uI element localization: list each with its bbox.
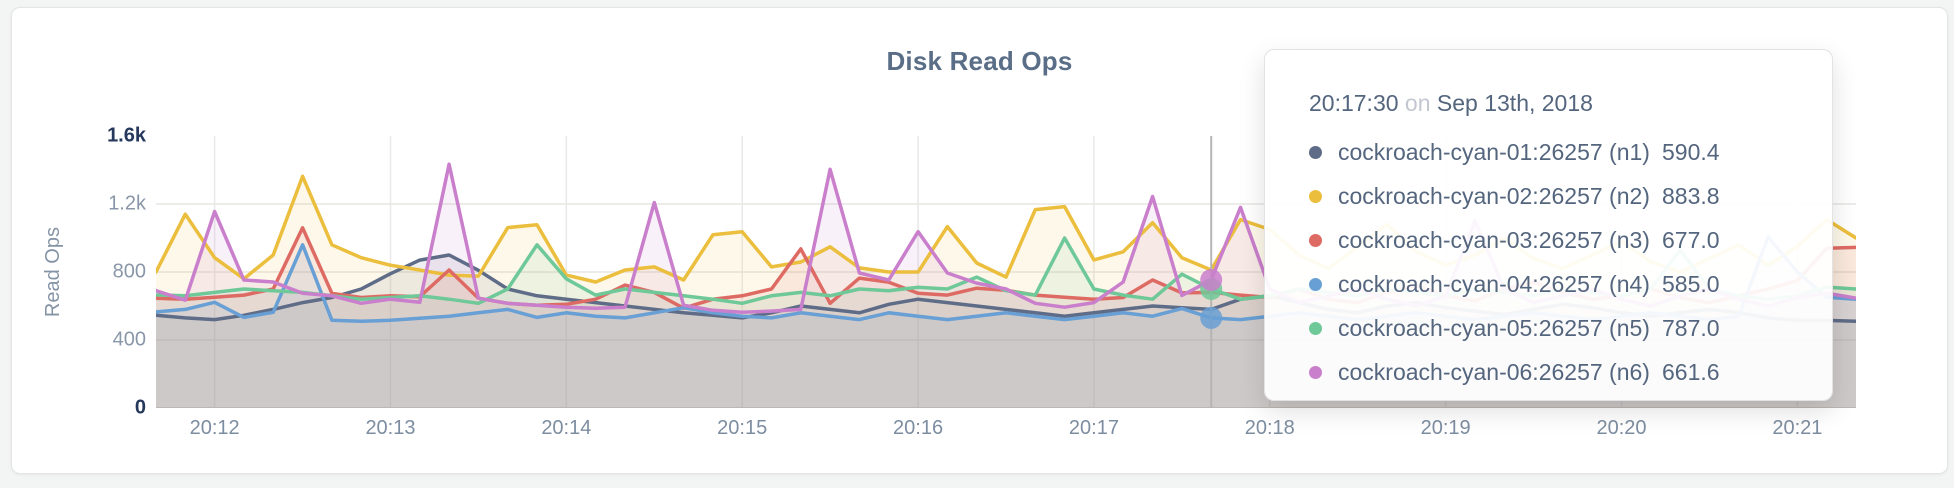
series-name: cockroach-cyan-05:26257 (n5) bbox=[1338, 314, 1650, 341]
tooltip-row: cockroach-cyan-03:26257 (n3) 677.0 bbox=[1309, 218, 1802, 262]
tooltip-date: Sep 13th, 2018 bbox=[1436, 90, 1593, 116]
tooltip-row: cockroach-cyan-01:26257 (n1) 590.4 bbox=[1309, 130, 1802, 174]
x-tick-label: 20:13 bbox=[365, 417, 416, 439]
tooltip-row: cockroach-cyan-02:26257 (n2) 883.8 bbox=[1309, 174, 1802, 218]
y-tick-label: 400 bbox=[112, 328, 146, 351]
tooltip-row: cockroach-cyan-06:26257 (n6) 661.6 bbox=[1309, 350, 1802, 394]
series-value: 883.8 bbox=[1662, 182, 1720, 209]
series-value: 585.0 bbox=[1662, 270, 1720, 297]
x-axis-ticks: 20:12 20:13 20:14 20:15 20:16 20:17 20:18 20:19… bbox=[156, 417, 1856, 445]
x-tick-label: 20:20 bbox=[1596, 417, 1647, 439]
tooltip-rows: cockroach-cyan-01:26257 (n1) 590.4 cockroa… bbox=[1309, 130, 1802, 394]
tooltip-row: cockroach-cyan-04:26257 (n4) 585.0 bbox=[1309, 262, 1802, 306]
series-color-dot-icon bbox=[1309, 233, 1322, 247]
tooltip-on-label: on bbox=[1404, 90, 1431, 116]
series-color-dot-icon bbox=[1309, 277, 1322, 291]
series-name: cockroach-cyan-04:26257 (n4) bbox=[1338, 270, 1650, 297]
series-value: 590.4 bbox=[1662, 138, 1720, 165]
x-tick-label: 20:14 bbox=[541, 417, 592, 439]
x-tick-label: 20:17 bbox=[1068, 417, 1119, 439]
x-tick-label: 20:16 bbox=[893, 417, 944, 439]
tooltip-row: cockroach-cyan-05:26257 (n5) 787.0 bbox=[1309, 306, 1802, 350]
x-tick-label: 20:15 bbox=[717, 417, 768, 439]
y-tick-label: 800 bbox=[112, 260, 146, 283]
tooltip-header: 20:17:30 on Sep 13th, 2018 bbox=[1309, 90, 1802, 117]
series-value: 677.0 bbox=[1662, 226, 1720, 253]
x-tick-label: 20:19 bbox=[1420, 417, 1471, 439]
y-tick-label: 1.6k bbox=[107, 124, 146, 147]
series-color-dot-icon bbox=[1309, 365, 1322, 379]
x-tick-label: 20:18 bbox=[1244, 417, 1295, 439]
y-axis-ticks: 0 400 800 1.2k 1.6k bbox=[12, 125, 146, 419]
series-value: 787.0 bbox=[1662, 314, 1720, 341]
x-tick-label: 20:12 bbox=[189, 417, 240, 439]
series-value: 661.6 bbox=[1662, 358, 1720, 385]
y-tick-label: 1.2k bbox=[108, 192, 146, 215]
series-color-dot-icon bbox=[1309, 189, 1322, 203]
y-tick-label: 0 bbox=[134, 396, 146, 419]
series-name: cockroach-cyan-01:26257 (n1) bbox=[1338, 138, 1650, 165]
series-color-dot-icon bbox=[1309, 145, 1322, 159]
x-tick-label: 20:21 bbox=[1772, 417, 1823, 439]
tooltip-time: 20:17:30 bbox=[1309, 90, 1399, 116]
series-name: cockroach-cyan-06:26257 (n6) bbox=[1338, 358, 1650, 385]
series-name: cockroach-cyan-03:26257 (n3) bbox=[1338, 226, 1650, 253]
chart-card: Disk Read Ops Read Ops 0 400 800 1.2k 1.6k 2… bbox=[11, 7, 1948, 474]
chart-title: Disk Read Ops bbox=[886, 46, 1073, 76]
chart-tooltip: 20:17:30 on Sep 13th, 2018 cockroach-cya… bbox=[1264, 49, 1833, 401]
series-color-dot-icon bbox=[1309, 321, 1322, 335]
series-name: cockroach-cyan-02:26257 (n2) bbox=[1338, 182, 1650, 209]
